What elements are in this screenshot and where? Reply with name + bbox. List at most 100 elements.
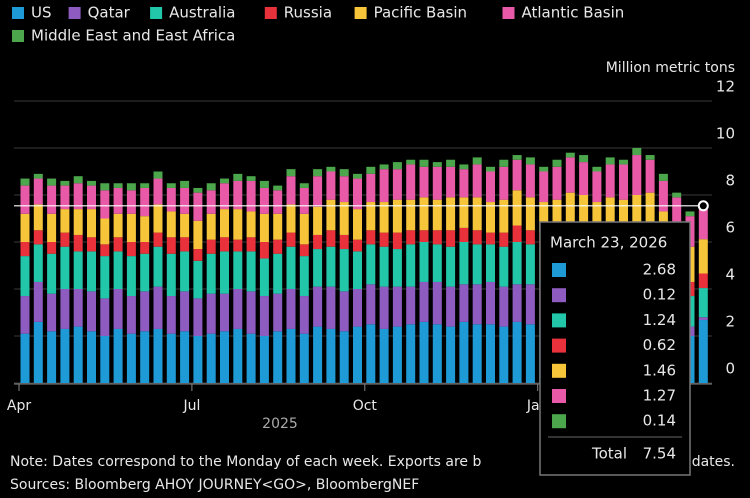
- bar-segment: [87, 209, 96, 238]
- bar-segment: [60, 185, 70, 210]
- bar-segment: [392, 169, 402, 200]
- tooltip-date: March 23, 2026: [550, 234, 667, 252]
- bar-segment: [166, 183, 176, 188]
- bar-segment: [672, 197, 682, 228]
- y-tick-label: 8: [725, 172, 735, 190]
- bar-segment: [552, 166, 562, 200]
- bar-segment: [379, 169, 389, 203]
- bar-segment: [60, 232, 70, 247]
- bar-segment: [459, 227, 469, 242]
- bar-segment: [539, 171, 549, 203]
- bar-segment: [326, 286, 336, 329]
- bar-segment: [259, 296, 269, 336]
- bar-segment: [259, 258, 269, 297]
- legend-label: Middle East and East Africa: [31, 27, 235, 45]
- bar-segment: [353, 326, 362, 383]
- bar-segment: [220, 178, 229, 184]
- bar-segment: [472, 284, 482, 325]
- bar-segment: [658, 180, 668, 212]
- bar-segment: [20, 213, 30, 242]
- bar-segment: [379, 202, 389, 233]
- bar-segment: [113, 183, 123, 188]
- bar-segment: [100, 183, 110, 191]
- bar-segment: [525, 324, 535, 383]
- bar-segment: [47, 293, 57, 332]
- bar-segment: [499, 246, 509, 287]
- bar-segment: [313, 286, 323, 327]
- bar-segment: [113, 251, 123, 289]
- bar-segment: [552, 199, 562, 233]
- bar-segment: [220, 331, 229, 383]
- bar-segment: [379, 164, 389, 170]
- bar-segment: [206, 183, 216, 191]
- bar-segment: [180, 213, 190, 238]
- bar-segment: [632, 148, 642, 156]
- bar-segment: [658, 173, 668, 181]
- bar-segment: [326, 171, 336, 200]
- bar-segment: [406, 244, 416, 287]
- bar-segment: [353, 239, 362, 252]
- bar-segment: [113, 187, 123, 214]
- bar-segment: [113, 213, 123, 238]
- tooltip: March 23, 2026 Total 7.54 2.68 0.12 1.24 0.…: [539, 221, 691, 476]
- bar-segment: [140, 331, 150, 383]
- bar-segment: [379, 328, 389, 383]
- bar-segment: [512, 284, 522, 322]
- bar-segment: [126, 296, 136, 334]
- bar-segment: [246, 237, 256, 252]
- bar-segment: [525, 197, 535, 231]
- bar-segment: [126, 213, 136, 242]
- bar-segment: [166, 296, 176, 334]
- bar-segment: [592, 202, 602, 233]
- tooltip-value: 0.14: [643, 412, 676, 430]
- bar-segment: [113, 289, 123, 329]
- bar-segment: [366, 230, 376, 245]
- bar-segment: [326, 246, 336, 287]
- bar-segment: [166, 253, 176, 297]
- sources: Sources: Bloomberg AHOY JOURNEY<GO>, Blo…: [10, 477, 419, 493]
- bar-segment: [153, 328, 163, 383]
- bar-segment: [220, 293, 229, 332]
- bar-segment: [73, 289, 83, 327]
- bar-segment: [499, 326, 509, 383]
- bar-segment: [406, 324, 416, 383]
- bar-segment: [20, 296, 30, 334]
- bar-segment: [419, 159, 429, 167]
- bar-segment: [273, 185, 283, 191]
- bar-segment: [153, 232, 163, 247]
- bar-segment: [259, 242, 269, 259]
- bar-segment: [406, 286, 416, 325]
- bar-segment: [645, 159, 655, 193]
- bar-segment: [299, 213, 309, 245]
- bar-segment: [206, 293, 216, 334]
- bar-segment: [486, 202, 495, 233]
- bar-segment: [486, 281, 495, 325]
- legend-swatch: [68, 7, 81, 19]
- bar-segment: [645, 192, 655, 231]
- bar-segment: [20, 256, 30, 297]
- bar-segment: [379, 246, 389, 287]
- y-tick-label: 12: [716, 78, 735, 96]
- bar-segment: [486, 166, 495, 172]
- bar-segment: [180, 291, 190, 332]
- bar-segment: [446, 286, 456, 327]
- bar-segment: [486, 244, 495, 282]
- bar-segment: [153, 204, 163, 233]
- bar-segment: [140, 253, 150, 292]
- bar-segment: [47, 213, 57, 242]
- legend-swatch: [150, 7, 163, 19]
- tooltip-value: 1.24: [643, 311, 676, 329]
- bar-segment: [326, 230, 336, 247]
- bar-segment: [286, 289, 296, 329]
- legend-label: Qatar: [88, 4, 131, 22]
- bar-segment: [406, 199, 416, 231]
- bar-segment: [246, 291, 256, 334]
- bar-segment: [233, 239, 243, 252]
- bar-segment: [366, 202, 376, 231]
- bar-segment: [406, 230, 416, 245]
- bar-segment: [180, 187, 190, 214]
- bar-segment: [313, 206, 323, 235]
- bar-segment: [472, 157, 482, 165]
- tooltip-swatch: [552, 414, 566, 429]
- tooltip-swatch: [552, 338, 566, 353]
